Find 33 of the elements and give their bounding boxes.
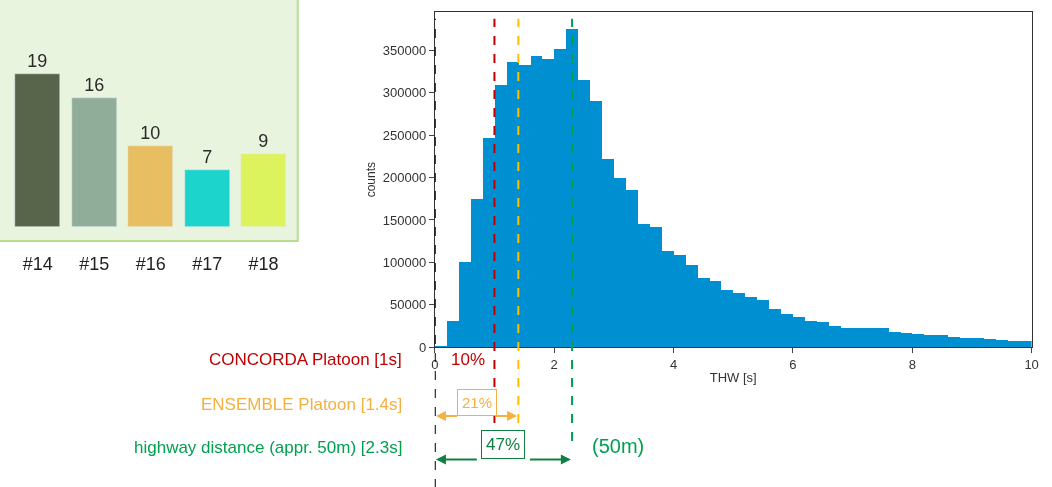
y-tick-label: 350000 [382,42,427,58]
x-tick-label: 10 [1024,356,1039,372]
x-tick-label: #16 [135,253,166,274]
y-axis-title: counts [364,161,379,198]
y-tick-label: 100000 [382,254,427,270]
y-tick-label: 250000 [382,127,427,143]
y-tick-label: 300000 [382,85,427,101]
data-label: 9 [258,130,269,151]
x-tick-label: 2 [550,356,558,372]
x-tick-label: #15 [79,253,110,274]
text: 10% [451,350,486,369]
data-label: 19 [27,50,48,71]
x-tick-label: 6 [789,356,797,372]
x-tick-label: 8 [908,356,916,372]
text: 47% [486,435,521,454]
x-tick-label: 4 [669,356,678,372]
x-tick-label: #14 [22,253,53,274]
data-label: 7 [202,146,213,167]
text: highway distance (appr. 50m) [2.3s] [134,438,403,457]
y-tick-label: 150000 [382,212,427,228]
text: ENSEMBLE Platoon [1.4s] [201,395,403,414]
x-tick-label: #17 [192,253,223,274]
data-label: 16 [84,74,105,95]
y-tick-label: 50000 [390,297,427,313]
text: (50m) [592,435,645,457]
text: 21% [462,394,493,411]
x-axis-title: THW [s] [709,370,757,386]
x-tick-label: #18 [248,253,279,274]
data-label: 10 [140,122,161,143]
x-tick-label: 0 [431,356,439,372]
y-tick-label: 200000 [382,170,427,186]
text: CONCORDA Platoon [1s] [209,350,402,369]
y-tick-label: 0 [418,339,427,355]
